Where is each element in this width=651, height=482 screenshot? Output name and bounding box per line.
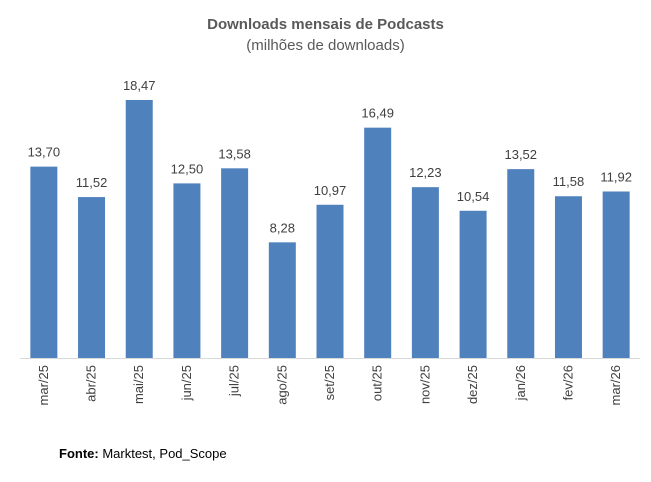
data-label-ago-25: 8,28 xyxy=(270,220,295,235)
bar-abr-25 xyxy=(78,197,106,358)
x-tick-label-abr-25: abr/25 xyxy=(84,365,99,402)
x-tick-label-mai-25: mai/25 xyxy=(131,365,146,404)
bar-mai-25 xyxy=(125,100,153,358)
x-tick-label-jul-25: jul/25 xyxy=(227,365,242,397)
x-tick-label-fev-26: fev/26 xyxy=(560,365,575,400)
data-label-mar-26: 11,92 xyxy=(600,169,632,184)
x-tick-label-nov-25: nov/25 xyxy=(417,365,432,404)
data-label-set-25: 10,97 xyxy=(314,183,347,198)
x-tick-labels-layer: mar/25 abr/25 mai/25 jun/25 jul/25 ago/25 set/… xyxy=(36,365,623,405)
data-label-mar-25: 13,70 xyxy=(28,145,61,160)
x-tick-label-out-25: out/25 xyxy=(370,365,385,401)
x-tick-label-set-25: set/25 xyxy=(322,365,337,400)
chart-title: Downloads mensais de Podcasts xyxy=(207,16,444,33)
x-tick-label-jun-25: jun/25 xyxy=(179,365,194,401)
data-label-out-25: 16,49 xyxy=(361,106,394,121)
bar-dez-25 xyxy=(459,210,487,358)
source-text: Marktest, Pod_Scope xyxy=(98,446,227,461)
x-tick-label-ago-25: ago/25 xyxy=(274,365,289,405)
data-label-jan-26: 13,52 xyxy=(504,147,537,162)
data-label-dez-25: 10,54 xyxy=(457,189,490,204)
bar-jan-26 xyxy=(507,169,535,358)
bars-layer xyxy=(30,100,630,358)
bar-fev-26 xyxy=(554,196,582,358)
data-label-fev-26: 11,58 xyxy=(553,174,585,189)
data-label-jul-25: 13,58 xyxy=(218,146,251,161)
data-labels-layer: 13,70 11,52 18,47 12,50 13,58 8,28 10,97 16,49 1… xyxy=(28,78,632,235)
bar-nov-25 xyxy=(411,187,439,358)
bar-mar-25 xyxy=(30,166,58,358)
x-tick-label-dez-25: dez/25 xyxy=(465,365,480,404)
data-label-jun-25: 12,50 xyxy=(171,161,204,176)
bar-out-25 xyxy=(364,127,392,358)
bar-mar-26 xyxy=(602,191,630,358)
source-label: Fonte: xyxy=(59,446,99,461)
data-label-nov-25: 12,23 xyxy=(409,165,442,180)
source-note: Fonte: Marktest, Pod_Scope xyxy=(59,446,227,461)
bar-ago-25 xyxy=(268,242,296,358)
bar-jun-25 xyxy=(173,183,201,358)
data-label-abr-25: 11,52 xyxy=(76,175,108,190)
x-tick-label-mar-25: mar/25 xyxy=(36,365,51,405)
x-tick-label-jan-26: jan/26 xyxy=(513,365,528,401)
chart-subtitle: (milhões de downloads) xyxy=(246,37,405,54)
bar-jul-25 xyxy=(221,168,249,358)
data-label-mai-25: 18,47 xyxy=(123,78,156,93)
bar-set-25 xyxy=(316,204,344,358)
x-tick-label-mar-26: mar/26 xyxy=(608,365,623,405)
